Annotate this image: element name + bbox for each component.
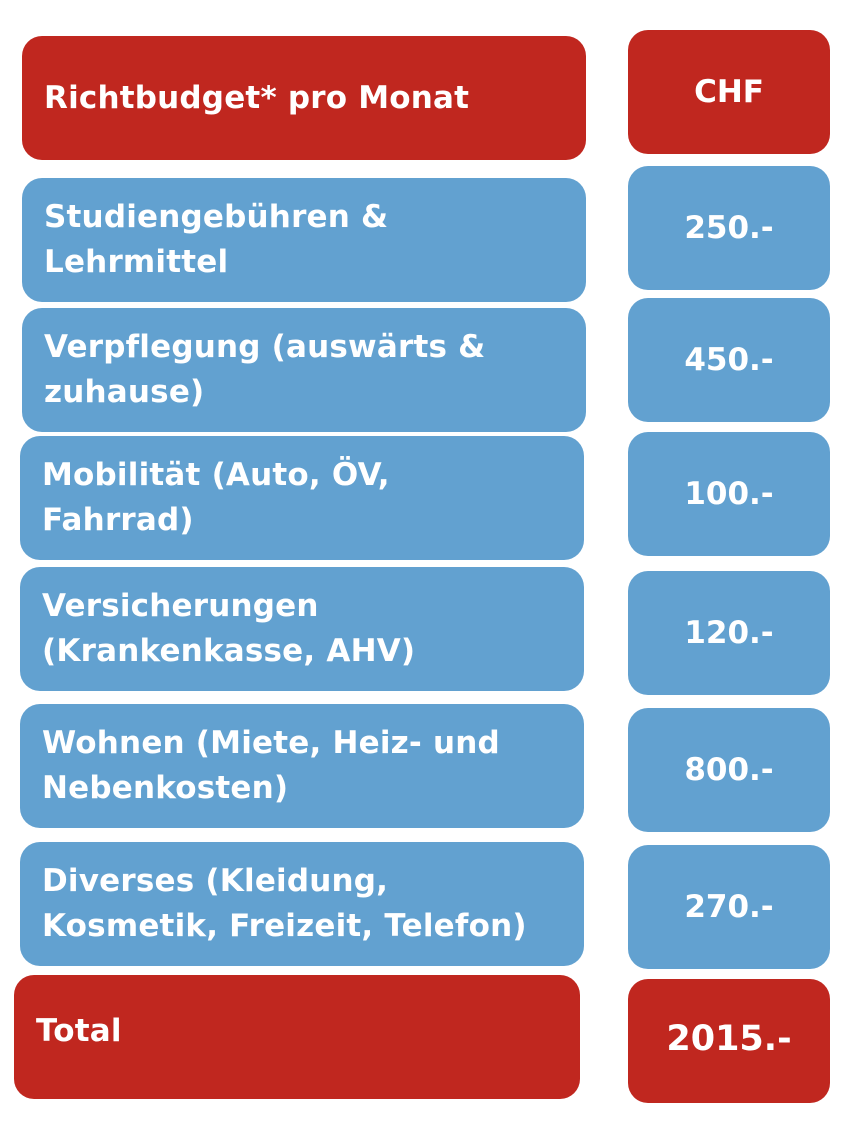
budget-row-label: Wohnen (Miete, Heiz- und Nebenkosten) — [42, 721, 500, 811]
header-currency-box: CHF — [628, 30, 830, 154]
budget-row-amount: 450.- — [684, 342, 774, 378]
total-label: Total — [36, 1012, 122, 1049]
budget-row-label-box: Verpflegung (auswärts & zuhause) — [22, 308, 586, 432]
budget-row-label-box: Wohnen (Miete, Heiz- und Nebenkosten) — [20, 704, 584, 828]
budget-row-amount: 250.- — [684, 210, 774, 246]
header-label: Richtbudget* pro Monat — [44, 79, 470, 116]
budget-row-amount: 800.- — [684, 752, 774, 788]
budget-row-label: Verpflegung (auswärts & zuhause) — [44, 325, 485, 415]
budget-row-label: Versicherungen (Krankenkasse, AHV) — [42, 584, 415, 674]
budget-row-label: Diverses (Kleidung, Kosmetik, Freizeit, … — [42, 859, 527, 949]
budget-row-label-line: Verpflegung (auswärts & — [44, 329, 486, 365]
budget-row-label-line: Lehrmittel — [44, 244, 229, 280]
budget-row-label-box: Versicherungen (Krankenkasse, AHV) — [20, 567, 584, 691]
budget-row-label-line: Kosmetik, Freizeit, Telefon) — [42, 908, 527, 944]
budget-row-label: Mobilität (Auto, ÖV, Fahrrad) — [42, 453, 390, 543]
budget-row-amount-box: 120.- — [628, 571, 830, 695]
total-label-box: Total — [14, 975, 580, 1099]
budget-row-label-line: Versicherungen — [42, 588, 319, 624]
budget-row-label: Studiengebühren & Lehrmittel — [44, 195, 388, 285]
budget-row-label-line: (Krankenkasse, AHV) — [42, 633, 416, 669]
header-currency: CHF — [694, 74, 764, 110]
total-amount: 2015.- — [666, 1019, 792, 1059]
budget-row-label-line: zuhause) — [44, 374, 205, 410]
total-amount-box: 2015.- — [628, 979, 830, 1103]
budget-row-label-line: Wohnen (Miete, Heiz- und — [42, 725, 500, 761]
budget-row-amount: 100.- — [684, 476, 774, 512]
budget-row-amount: 120.- — [684, 615, 774, 651]
header-label-box: Richtbudget* pro Monat — [22, 36, 586, 160]
budget-row-label-line: Mobilität (Auto, ÖV, — [42, 457, 390, 493]
budget-row-amount-box: 450.- — [628, 298, 830, 422]
budget-row-label-line: Diverses (Kleidung, — [42, 863, 389, 899]
budget-row-label-line: Nebenkosten) — [42, 770, 289, 806]
budget-row-label-box: Mobilität (Auto, ÖV, Fahrrad) — [20, 436, 584, 560]
budget-row-amount-box: 270.- — [628, 845, 830, 969]
budget-row-amount-box: 800.- — [628, 708, 830, 832]
budget-row-amount-box: 100.- — [628, 432, 830, 556]
budget-row-label-line: Fahrrad) — [42, 502, 194, 538]
budget-row-label-box: Studiengebühren & Lehrmittel — [22, 178, 586, 302]
budget-row-label-box: Diverses (Kleidung, Kosmetik, Freizeit, … — [20, 842, 584, 966]
budget-row-amount: 270.- — [684, 889, 774, 925]
budget-row-amount-box: 250.- — [628, 166, 830, 290]
budget-row-label-line: Studiengebühren & — [44, 199, 389, 235]
